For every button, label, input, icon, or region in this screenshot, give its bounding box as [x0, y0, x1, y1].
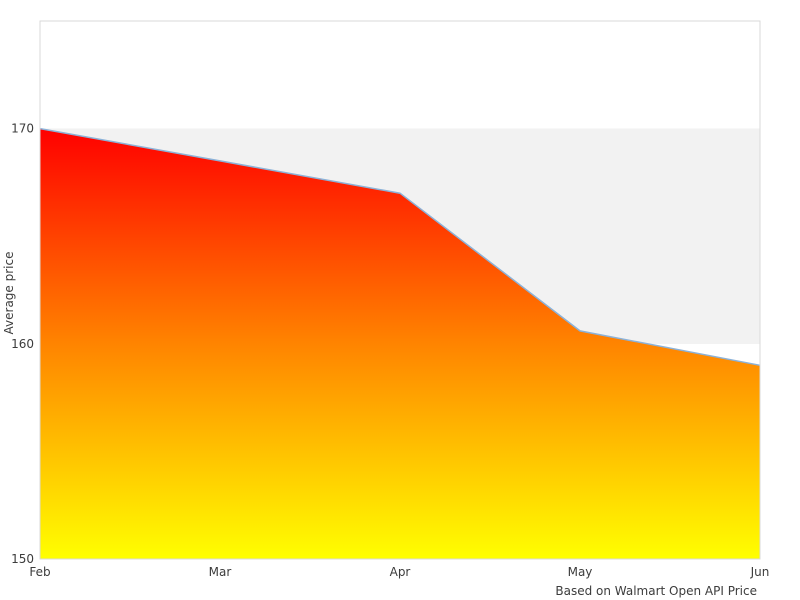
area-fill	[40, 128, 760, 559]
x-tick-label: Mar	[209, 565, 232, 579]
y-tick-label: 160	[11, 337, 34, 351]
y-axis-title: Average price	[2, 252, 16, 335]
y-tick-label: 150	[11, 552, 34, 566]
x-tick-label: Jun	[750, 565, 770, 579]
price-line	[39, 127, 761, 367]
x-tick-label: Apr	[390, 565, 411, 579]
y-tick-label: 170	[11, 122, 34, 136]
x-tick-label: May	[568, 565, 593, 579]
x-tick-label: Feb	[29, 565, 50, 579]
plot-border	[39, 20, 761, 560]
chart-caption: Based on Walmart Open API Price	[555, 584, 757, 598]
